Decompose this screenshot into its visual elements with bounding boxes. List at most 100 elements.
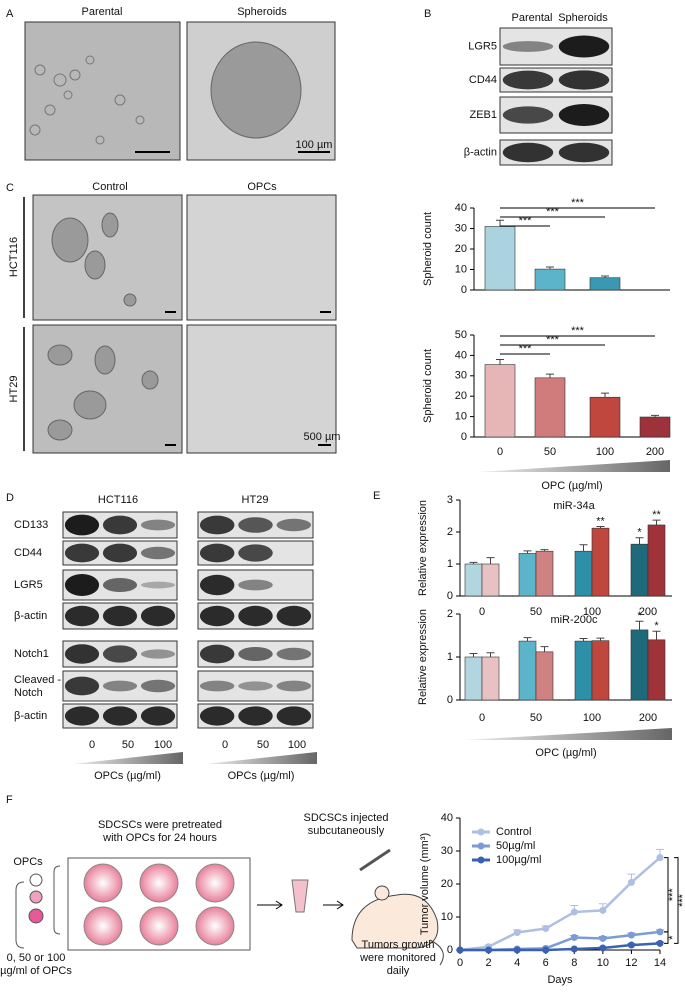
label: CD44 [469,74,497,86]
bar [464,656,483,701]
label: HT29 [8,376,20,403]
band [558,142,610,163]
x-tick-label: 0 [497,446,503,458]
cells [29,55,145,145]
error-bar [546,373,554,378]
chart-title: miR-34a [553,500,595,512]
marker [656,928,664,936]
label: LGR5 [468,40,497,52]
blot [197,670,314,702]
micrograph [186,194,337,321]
band [64,706,100,726]
line [459,856,661,952]
significance: * [637,527,642,539]
bar [481,563,500,597]
label: CD133 [14,519,48,531]
band [502,70,554,90]
significance: * [654,620,659,632]
bar [630,629,649,701]
error-bar [540,549,549,552]
label: Control [92,181,127,193]
band [199,574,235,596]
error-bar [596,637,605,641]
error-bar [652,630,661,640]
label: LGR5 [14,579,43,591]
significance: *** [571,325,585,337]
x-tick-label: 0 [457,957,463,969]
label: 100 [288,739,306,751]
legend-marker [477,842,485,850]
x-tick-label: 200 [639,712,657,724]
marker [656,854,664,862]
band [64,543,100,563]
band [276,706,312,726]
label: OPCs (µg/ml) [228,770,295,782]
x-tick-label: 100 [583,712,601,724]
band [102,543,138,563]
y-axis-label: Relative expression [417,500,429,596]
error-bar [469,561,478,564]
band [199,605,235,627]
y-tick-label: 20 [455,390,467,402]
marker [570,945,578,953]
error-bar [596,526,605,529]
x-tick-label: 200 [646,446,664,458]
bar [589,277,621,291]
marker [570,933,578,941]
x-tick-label: 100 [583,606,601,618]
band [102,680,138,692]
legend-label: 100µg/ml [496,854,541,866]
error-bar [546,266,554,270]
bar [534,268,566,291]
y-axis-label: Spheroid count [422,212,434,286]
x-tick-label: 50 [544,446,556,458]
bar [589,396,621,438]
label: HT29 [242,494,269,506]
band [276,680,312,692]
panel-letter: C [6,182,14,194]
x-axis-label: OPC (µg/ml) [535,747,596,759]
band [102,578,138,592]
label: 0, 50 or 100 [7,952,66,964]
band [64,644,100,664]
label: Notch [14,687,43,699]
band [558,35,610,58]
band [102,515,138,535]
x-tick-label: 12 [625,957,637,969]
y-tick-label: 50 [455,329,467,341]
band [140,649,176,659]
bar [591,527,610,597]
y-tick-label: 0 [447,590,453,602]
label: Cleaved - [14,674,61,686]
label: OPCs [13,856,43,868]
label: OPCs [247,181,277,193]
panel-letter: E [373,490,380,502]
bar [481,656,500,701]
band [140,679,176,693]
band [140,519,176,531]
band [502,41,554,52]
bar [639,416,671,438]
y-tick-label: 2 [447,526,453,538]
significance: *** [667,888,679,902]
band [199,680,235,692]
y-tick-label: 1 [447,651,453,663]
significance: *** [519,215,533,227]
bar [484,226,516,291]
label: CD44 [14,547,42,559]
band [140,546,176,560]
x-tick-label: 2 [486,957,492,969]
y-tick-label: 10 [455,411,467,423]
band [102,605,138,627]
marker [599,906,607,914]
bar [484,364,516,438]
label: 0 [89,739,95,751]
band [238,706,273,726]
bar [535,651,554,701]
error-bar [601,392,609,398]
band [276,518,312,532]
band [558,104,610,126]
y-tick-label: 0 [461,431,467,443]
marker [456,946,464,954]
